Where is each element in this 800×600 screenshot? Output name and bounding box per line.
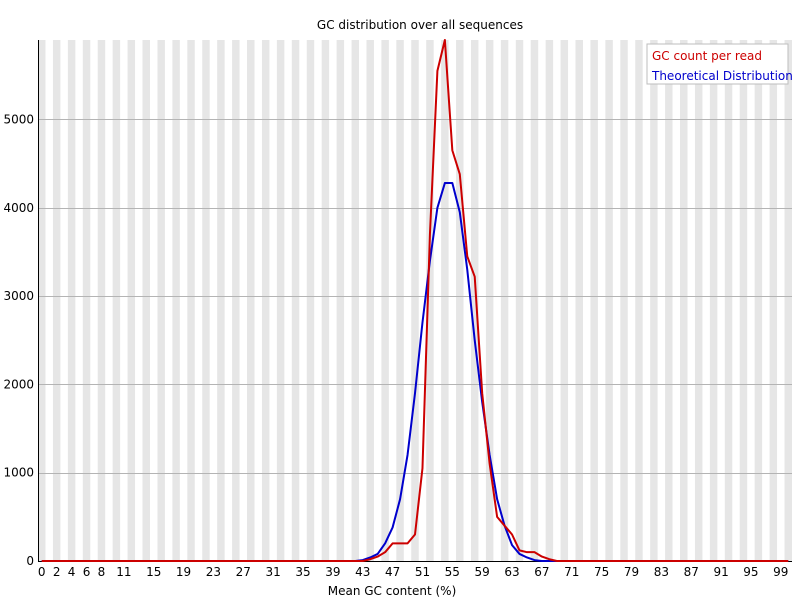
x-tick-label: 91 xyxy=(713,565,728,579)
x-tick-label: 55 xyxy=(445,565,460,579)
x-tick-labels: 0 2 4 6 8 11 15 19 23 27 31 35 39 43 47 51 55 59 63 67 71 75 7… xyxy=(38,565,789,579)
stripe-band xyxy=(411,40,419,561)
stripe-band xyxy=(769,40,778,561)
stripe-band xyxy=(739,40,748,561)
legend-box xyxy=(646,43,789,85)
stripe-band xyxy=(650,40,658,561)
x-tick-label: 35 xyxy=(295,565,310,579)
x-tick-label: 87 xyxy=(684,565,699,579)
x-tick-label: 31 xyxy=(266,565,281,579)
series-line-gc-count xyxy=(41,39,789,562)
stripe-band xyxy=(202,40,210,561)
background-stripes xyxy=(38,40,792,561)
stripe-band xyxy=(157,40,165,561)
x-tick-label: 95 xyxy=(743,565,758,579)
stripe-band xyxy=(97,40,106,561)
stripe-band xyxy=(217,40,225,561)
stripe-band xyxy=(396,40,404,561)
stripe-band xyxy=(351,40,360,561)
stripe-band xyxy=(515,40,524,561)
stripe-band xyxy=(754,40,763,561)
stripe-band xyxy=(52,40,61,561)
stripe-band xyxy=(590,40,598,561)
stripe-band xyxy=(142,40,150,561)
stripe-band xyxy=(321,40,330,561)
stripe-band xyxy=(426,40,434,561)
x-tick-label: 79 xyxy=(624,565,639,579)
stripe-band xyxy=(306,40,315,561)
stripe-band xyxy=(724,40,733,561)
x-tick-label: 8 xyxy=(98,565,106,579)
stripe-band xyxy=(441,40,449,561)
x-tick-label: 59 xyxy=(475,565,490,579)
stripe-band xyxy=(112,40,121,561)
y-tick-label: 2000 xyxy=(3,377,34,391)
x-tick-label: 39 xyxy=(325,565,340,579)
x-tick-label: 27 xyxy=(236,565,251,579)
stripe-band xyxy=(605,40,613,561)
x-tick-label: 0 xyxy=(38,565,46,579)
stripe-band xyxy=(709,40,718,561)
chart-title: GC distribution over all sequences xyxy=(317,18,523,32)
stripe-band xyxy=(665,40,673,561)
stripe-band xyxy=(470,40,479,561)
stripe-band xyxy=(680,40,688,561)
stripe-band xyxy=(530,40,539,561)
legend-item-gc-count: GC count per read xyxy=(652,49,762,63)
x-tick-label: 11 xyxy=(116,565,131,579)
stripe-band xyxy=(500,40,509,561)
x-tick-label: 67 xyxy=(534,565,549,579)
y-tick-label: 5000 xyxy=(3,112,34,126)
stripe-band xyxy=(635,40,643,561)
x-tick-label: 75 xyxy=(594,565,609,579)
y-tick-label: 1000 xyxy=(3,466,34,480)
stripe-band xyxy=(291,40,300,561)
x-tick-label: 83 xyxy=(654,565,669,579)
x-tick-label: 19 xyxy=(176,565,191,579)
stripe-band xyxy=(485,40,494,561)
stripe-band xyxy=(620,40,628,561)
y-tick-label: 3000 xyxy=(3,289,34,303)
stripe-band xyxy=(247,40,255,561)
x-tick-label: 99 xyxy=(773,565,788,579)
legend-item-theoretical: Theoretical Distribution xyxy=(651,69,793,83)
stripe-band xyxy=(381,40,389,561)
stripe-band xyxy=(261,40,270,561)
x-tick-label: 6 xyxy=(83,565,91,579)
stripe-band xyxy=(366,40,374,561)
y-tick-label: 0 xyxy=(26,554,34,568)
x-tick-label: 47 xyxy=(385,565,400,579)
x-tick-label: 4 xyxy=(68,565,76,579)
stripe-band xyxy=(172,40,180,561)
series-lines xyxy=(41,39,789,562)
stripe-band xyxy=(82,40,91,561)
stripe-band xyxy=(127,40,136,561)
stripe-band xyxy=(232,40,240,561)
stripe-band xyxy=(456,40,464,561)
x-tick-label: 2 xyxy=(53,565,61,579)
x-tick-label: 63 xyxy=(504,565,519,579)
stripe-band xyxy=(694,40,703,561)
stripe-band xyxy=(545,40,554,561)
stripe-band xyxy=(336,40,345,561)
x-tick-label: 23 xyxy=(206,565,221,579)
x-tick-label: 43 xyxy=(355,565,370,579)
stripe-band xyxy=(784,40,792,561)
y-tick-labels: 0 1000 2000 3000 4000 5000 xyxy=(3,112,34,568)
legend: GC count per read Theoretical Distributi… xyxy=(646,43,793,85)
x-tick-label: 71 xyxy=(564,565,579,579)
stripe-band xyxy=(276,40,285,561)
stripe-band xyxy=(575,40,583,561)
stripe-band xyxy=(67,40,76,561)
x-axis-label: Mean GC content (%) xyxy=(328,584,457,598)
x-tick-label: 51 xyxy=(415,565,430,579)
stripe-band xyxy=(560,40,569,561)
stripe-band xyxy=(187,40,195,561)
stripe-band xyxy=(38,40,46,561)
x-tick-label: 15 xyxy=(146,565,161,579)
y-tick-label: 4000 xyxy=(3,201,34,215)
